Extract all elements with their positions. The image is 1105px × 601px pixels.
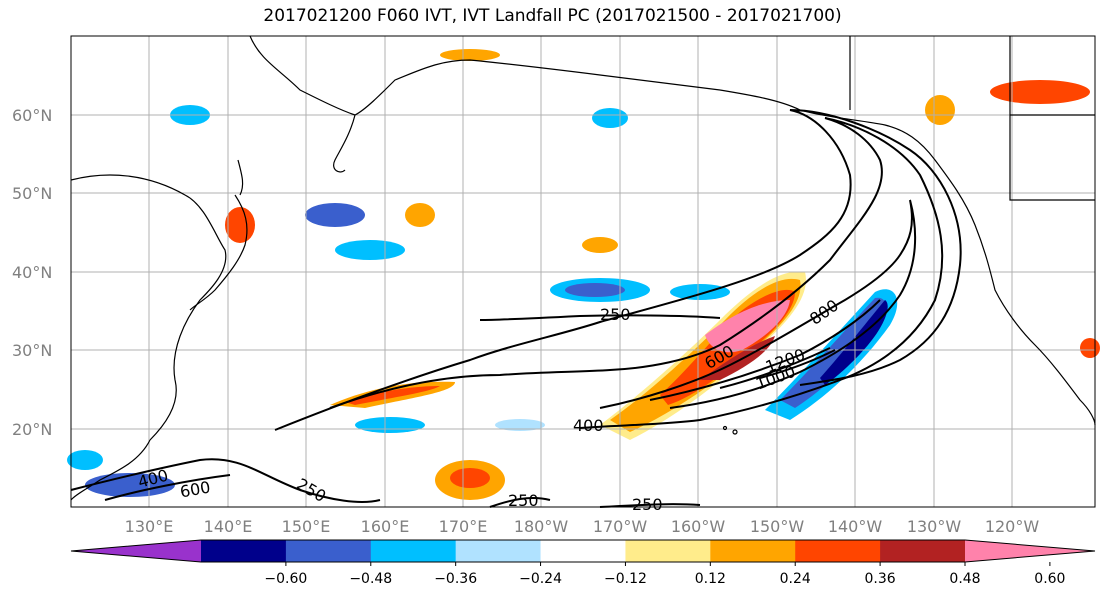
patch xyxy=(405,203,435,227)
contour-label: 250 xyxy=(632,495,663,514)
patch xyxy=(355,417,425,433)
lon-label: 120°W xyxy=(985,517,1040,536)
map-frame xyxy=(70,35,1096,508)
lon-label: 170°W xyxy=(593,517,648,536)
lon-label: 160°E xyxy=(361,517,410,536)
lat-label-30n: 30°N xyxy=(12,341,52,360)
patch xyxy=(440,49,500,61)
lon-label: 130°E xyxy=(125,517,174,536)
colorbar-tick-label: 0.48 xyxy=(949,571,980,587)
colorbar-segment xyxy=(285,540,372,562)
contour-label: 250 xyxy=(508,491,539,510)
contour-400 xyxy=(329,117,944,429)
lon-label: 150°E xyxy=(282,517,331,536)
patch xyxy=(495,419,545,431)
lon-label: 150°W xyxy=(750,517,805,536)
lat-label-20n: 20°N xyxy=(12,420,52,439)
colorbar-tick-label: 0.24 xyxy=(780,571,811,587)
contour-s2 xyxy=(599,503,701,508)
lon-label: 160°W xyxy=(671,517,726,536)
lat-label-60n: 60°N xyxy=(12,106,52,125)
colorbar-tick-label: 0.60 xyxy=(1034,571,1065,587)
contour-600 xyxy=(599,199,917,409)
contour-label: 400 xyxy=(573,416,604,435)
lon-label: 130°W xyxy=(907,517,962,536)
lon-label: 170°E xyxy=(439,517,488,536)
lon-label: 140°W xyxy=(828,517,883,536)
patch xyxy=(450,468,490,488)
colorbar-extend-high xyxy=(965,540,1095,562)
colorbar-segment xyxy=(201,540,287,562)
west-strip-red xyxy=(345,386,440,405)
contour-1000 xyxy=(719,347,831,389)
patch xyxy=(592,108,628,128)
latitude-labels: 60°N 50°N 40°N 30°N 20°N xyxy=(12,106,52,439)
colorbar-tick-label: −0.12 xyxy=(604,571,647,587)
shading-layer xyxy=(67,49,1100,500)
colorbar-segment xyxy=(455,540,542,562)
contour-s xyxy=(489,497,551,508)
lat-label-50n: 50°N xyxy=(12,184,52,203)
colorbar-segment xyxy=(540,540,626,562)
longitude-labels: 130°E 140°E 150°E 160°E 170°E 180°W 170°… xyxy=(125,517,1040,536)
colorbar-segment xyxy=(370,540,457,562)
colorbar-segment xyxy=(880,540,966,562)
patch xyxy=(1080,338,1100,358)
colorbar-tick-label: 0.36 xyxy=(865,571,896,587)
patch xyxy=(565,283,625,297)
lon-label: 180°W xyxy=(514,517,569,536)
coastlines xyxy=(70,35,1096,501)
map-title: 2017021200 F060 IVT, IVT Landfall PC (20… xyxy=(263,6,842,26)
colorbar-segment xyxy=(625,540,711,562)
colorbar-outline xyxy=(70,539,1096,563)
colorbar-tick-label: −0.24 xyxy=(519,571,562,587)
patch xyxy=(990,80,1090,104)
contour-sw2 xyxy=(104,474,231,501)
lat-label-40n: 40°N xyxy=(12,263,52,282)
colorbar-extend-low xyxy=(71,540,201,562)
negative-band-dark xyxy=(820,300,888,385)
patch xyxy=(925,95,955,125)
patch xyxy=(335,240,405,260)
contour-label: 250 xyxy=(600,305,631,324)
colorbar-tick-label: −0.60 xyxy=(264,571,307,587)
colorbar-tick-label: 0.12 xyxy=(695,571,726,587)
negative-band-mid xyxy=(780,297,887,408)
positive-band-dark xyxy=(700,336,775,380)
colorbar-segment xyxy=(710,540,796,562)
contour-1200 xyxy=(759,349,836,379)
patch xyxy=(85,473,175,497)
patch xyxy=(670,284,730,300)
lon-label: 140°E xyxy=(204,517,253,536)
patch xyxy=(67,450,103,470)
patch xyxy=(225,207,255,243)
colorbar-segment xyxy=(795,540,881,562)
ivt-contours xyxy=(70,109,962,508)
colorbar-tick-label: −0.36 xyxy=(434,571,477,587)
contour-800 xyxy=(649,299,881,401)
contour-250-inner xyxy=(479,314,721,321)
contour-250 xyxy=(274,109,962,431)
colorbar: −0.60 −0.48 −0.36 −0.24 −0.12 0.12 0.24 0.36 0.4… xyxy=(70,539,1096,587)
patch xyxy=(582,237,618,253)
map-panel: 250 400 600 800 1000 1200 400 600 250 25… xyxy=(67,35,1100,514)
contour-sw xyxy=(70,458,381,503)
colorbar-tick-label: −0.48 xyxy=(349,571,392,587)
patch xyxy=(305,203,365,227)
